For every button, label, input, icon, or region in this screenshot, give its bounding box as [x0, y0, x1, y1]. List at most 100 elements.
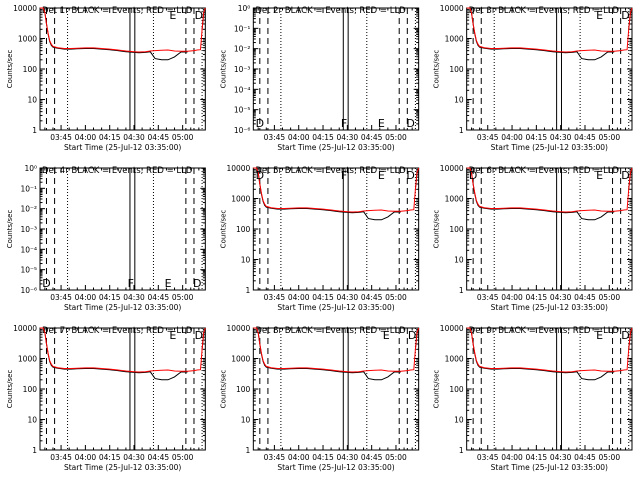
- x-tick-label: 04:00: [501, 133, 523, 142]
- x-tick-label: 05:00: [598, 453, 620, 462]
- segment-letter: D: [469, 169, 477, 182]
- y-tick-label: 10⁰: [238, 4, 251, 13]
- segment-letter: E: [165, 277, 172, 290]
- x-tick-label: 04:00: [75, 133, 97, 142]
- y-tick-label: 1: [32, 126, 37, 135]
- y-tick-label: 1000: [445, 355, 464, 364]
- lld-series-line: [253, 167, 420, 213]
- plot-frame: [39, 167, 206, 291]
- y-tick-label: 10⁻⁶: [234, 126, 251, 135]
- y-tick-label: 10: [241, 416, 251, 425]
- x-tick-label: 05:00: [385, 453, 407, 462]
- panel-title: Det 8r BLACK = Events, RED = LLD: [255, 326, 406, 336]
- y-tick-label: 10: [454, 416, 464, 425]
- x-tick-label: 04:30: [550, 453, 572, 462]
- x-tick-label: 03:45: [477, 453, 499, 462]
- x-tick-label: 04:00: [501, 293, 523, 302]
- plot-frame: [252, 167, 420, 291]
- x-tick-label: 04:45: [148, 453, 170, 462]
- panel-det-9: Det 9r BLACK = Events, RED = LLD 1 10 100 10…: [433, 324, 633, 472]
- x-tick-label: 03:45: [264, 453, 286, 462]
- panel-det-5: Det 5r BLACK = Events, RED = LLD 1 10 100 10…: [219, 164, 420, 312]
- x-tick-label: 04:00: [288, 133, 310, 142]
- panel-det-8: Det 8r BLACK = Events, RED = LLD 1 10 100 10…: [219, 324, 420, 472]
- lld-series-line: [40, 327, 206, 373]
- y-tick-label: 10: [454, 256, 464, 265]
- segment-letter: D: [621, 329, 629, 342]
- lld-series-line: [466, 7, 633, 53]
- y-tick-label: 100: [236, 385, 251, 394]
- panel-det-4: Det 4r BLACK = Events, RED = LLD 10⁻⁶ 10⁻⁵…: [6, 164, 206, 312]
- x-tick-label: 04:00: [501, 453, 523, 462]
- x-tick-label: 04:30: [337, 293, 359, 302]
- panel-title: Det 5r BLACK = Events, RED = LLD: [255, 166, 406, 176]
- x-tick-label: 03:45: [50, 293, 72, 302]
- y-tick-label: 10⁻⁶: [20, 286, 37, 295]
- segment-letter: E: [378, 169, 385, 182]
- panel-title: Det 4r BLACK = Events, RED = LLD: [42, 166, 193, 176]
- segment-letter: E: [378, 117, 385, 130]
- y-tick-label: 10⁻¹: [20, 184, 37, 193]
- y-tick-label: 10000: [226, 324, 250, 333]
- plot-frame: [252, 7, 420, 131]
- x-tick-label: 04:30: [123, 453, 145, 462]
- x-tick-label: 04:30: [550, 133, 572, 142]
- y-tick-label: 1: [246, 446, 251, 455]
- x-tick-label: 04:00: [288, 293, 310, 302]
- x-tick-label: 04:45: [574, 133, 596, 142]
- y-axis-label: Counts/sec: [433, 370, 441, 409]
- x-tick-label: 03:45: [50, 453, 72, 462]
- x-tick-label: 04:45: [361, 133, 383, 142]
- x-axis-label: Start Time (25-Jul-12 03:35:00): [277, 143, 394, 152]
- panel-det-7: Det 7r BLACK = Events, RED = LLD 1 10 100 10…: [6, 324, 206, 472]
- plot-frame: [252, 327, 420, 451]
- x-tick-label: 05:00: [598, 293, 620, 302]
- y-tick-label: 100: [23, 385, 38, 394]
- x-tick-label: 04:45: [361, 453, 383, 462]
- y-axis-label: Counts/sec: [6, 50, 14, 89]
- x-tick-label: 05:00: [172, 453, 194, 462]
- plot-frame: [39, 7, 206, 131]
- y-tick-label: 1: [459, 446, 464, 455]
- y-tick-label: 10: [27, 416, 37, 425]
- y-tick-label: 10⁻²: [20, 205, 37, 214]
- x-tick-label: 04:15: [99, 453, 121, 462]
- x-tick-label: 03:45: [264, 293, 286, 302]
- panel-title: Det 6r BLACK = Events, RED = LLD: [469, 166, 620, 176]
- segment-letter: D: [621, 169, 629, 182]
- segment-letter: E: [596, 169, 603, 182]
- x-tick-label: 04:45: [574, 453, 596, 462]
- y-tick-label: 10: [27, 96, 37, 105]
- y-tick-label: 1000: [445, 35, 464, 44]
- y-axis-label: Counts/sec: [433, 210, 441, 249]
- y-tick-label: 10: [241, 256, 251, 265]
- x-tick-label: 03:45: [264, 133, 286, 142]
- y-tick-label: 100: [23, 65, 38, 74]
- x-tick-label: 05:00: [385, 293, 407, 302]
- segment-letter: D: [193, 277, 201, 290]
- x-tick-label: 05:00: [172, 133, 194, 142]
- plot-frame: [466, 7, 633, 131]
- segment-letter: D: [621, 9, 629, 22]
- y-tick-label: 10000: [440, 324, 464, 333]
- y-tick-label: 1: [459, 286, 464, 295]
- x-axis-label: Start Time (25-Jul-12 03:35:00): [491, 303, 608, 312]
- panel-title: Det 1r BLACK = Events, RED = LLD: [42, 6, 193, 16]
- segment-letter: E: [169, 329, 176, 342]
- y-axis-label: Counts/sec: [219, 210, 227, 249]
- x-tick-label: 03:45: [477, 293, 499, 302]
- panel-title: Det 7r BLACK = Events, RED = LLD: [42, 326, 193, 336]
- x-tick-label: 05:00: [598, 133, 620, 142]
- segment-letter: D: [406, 169, 414, 182]
- segment-letter: D: [195, 329, 203, 342]
- segment-letter: D: [195, 9, 203, 22]
- x-tick-label: 04:15: [312, 133, 334, 142]
- y-axis-label: Counts/sec: [6, 210, 14, 249]
- x-tick-label: 04:15: [312, 293, 334, 302]
- x-tick-label: 04:30: [550, 293, 572, 302]
- lld-series-line: [466, 167, 633, 213]
- x-tick-label: 04:15: [99, 293, 121, 302]
- segment-letter: D: [42, 277, 50, 290]
- x-tick-label: 03:45: [50, 133, 72, 142]
